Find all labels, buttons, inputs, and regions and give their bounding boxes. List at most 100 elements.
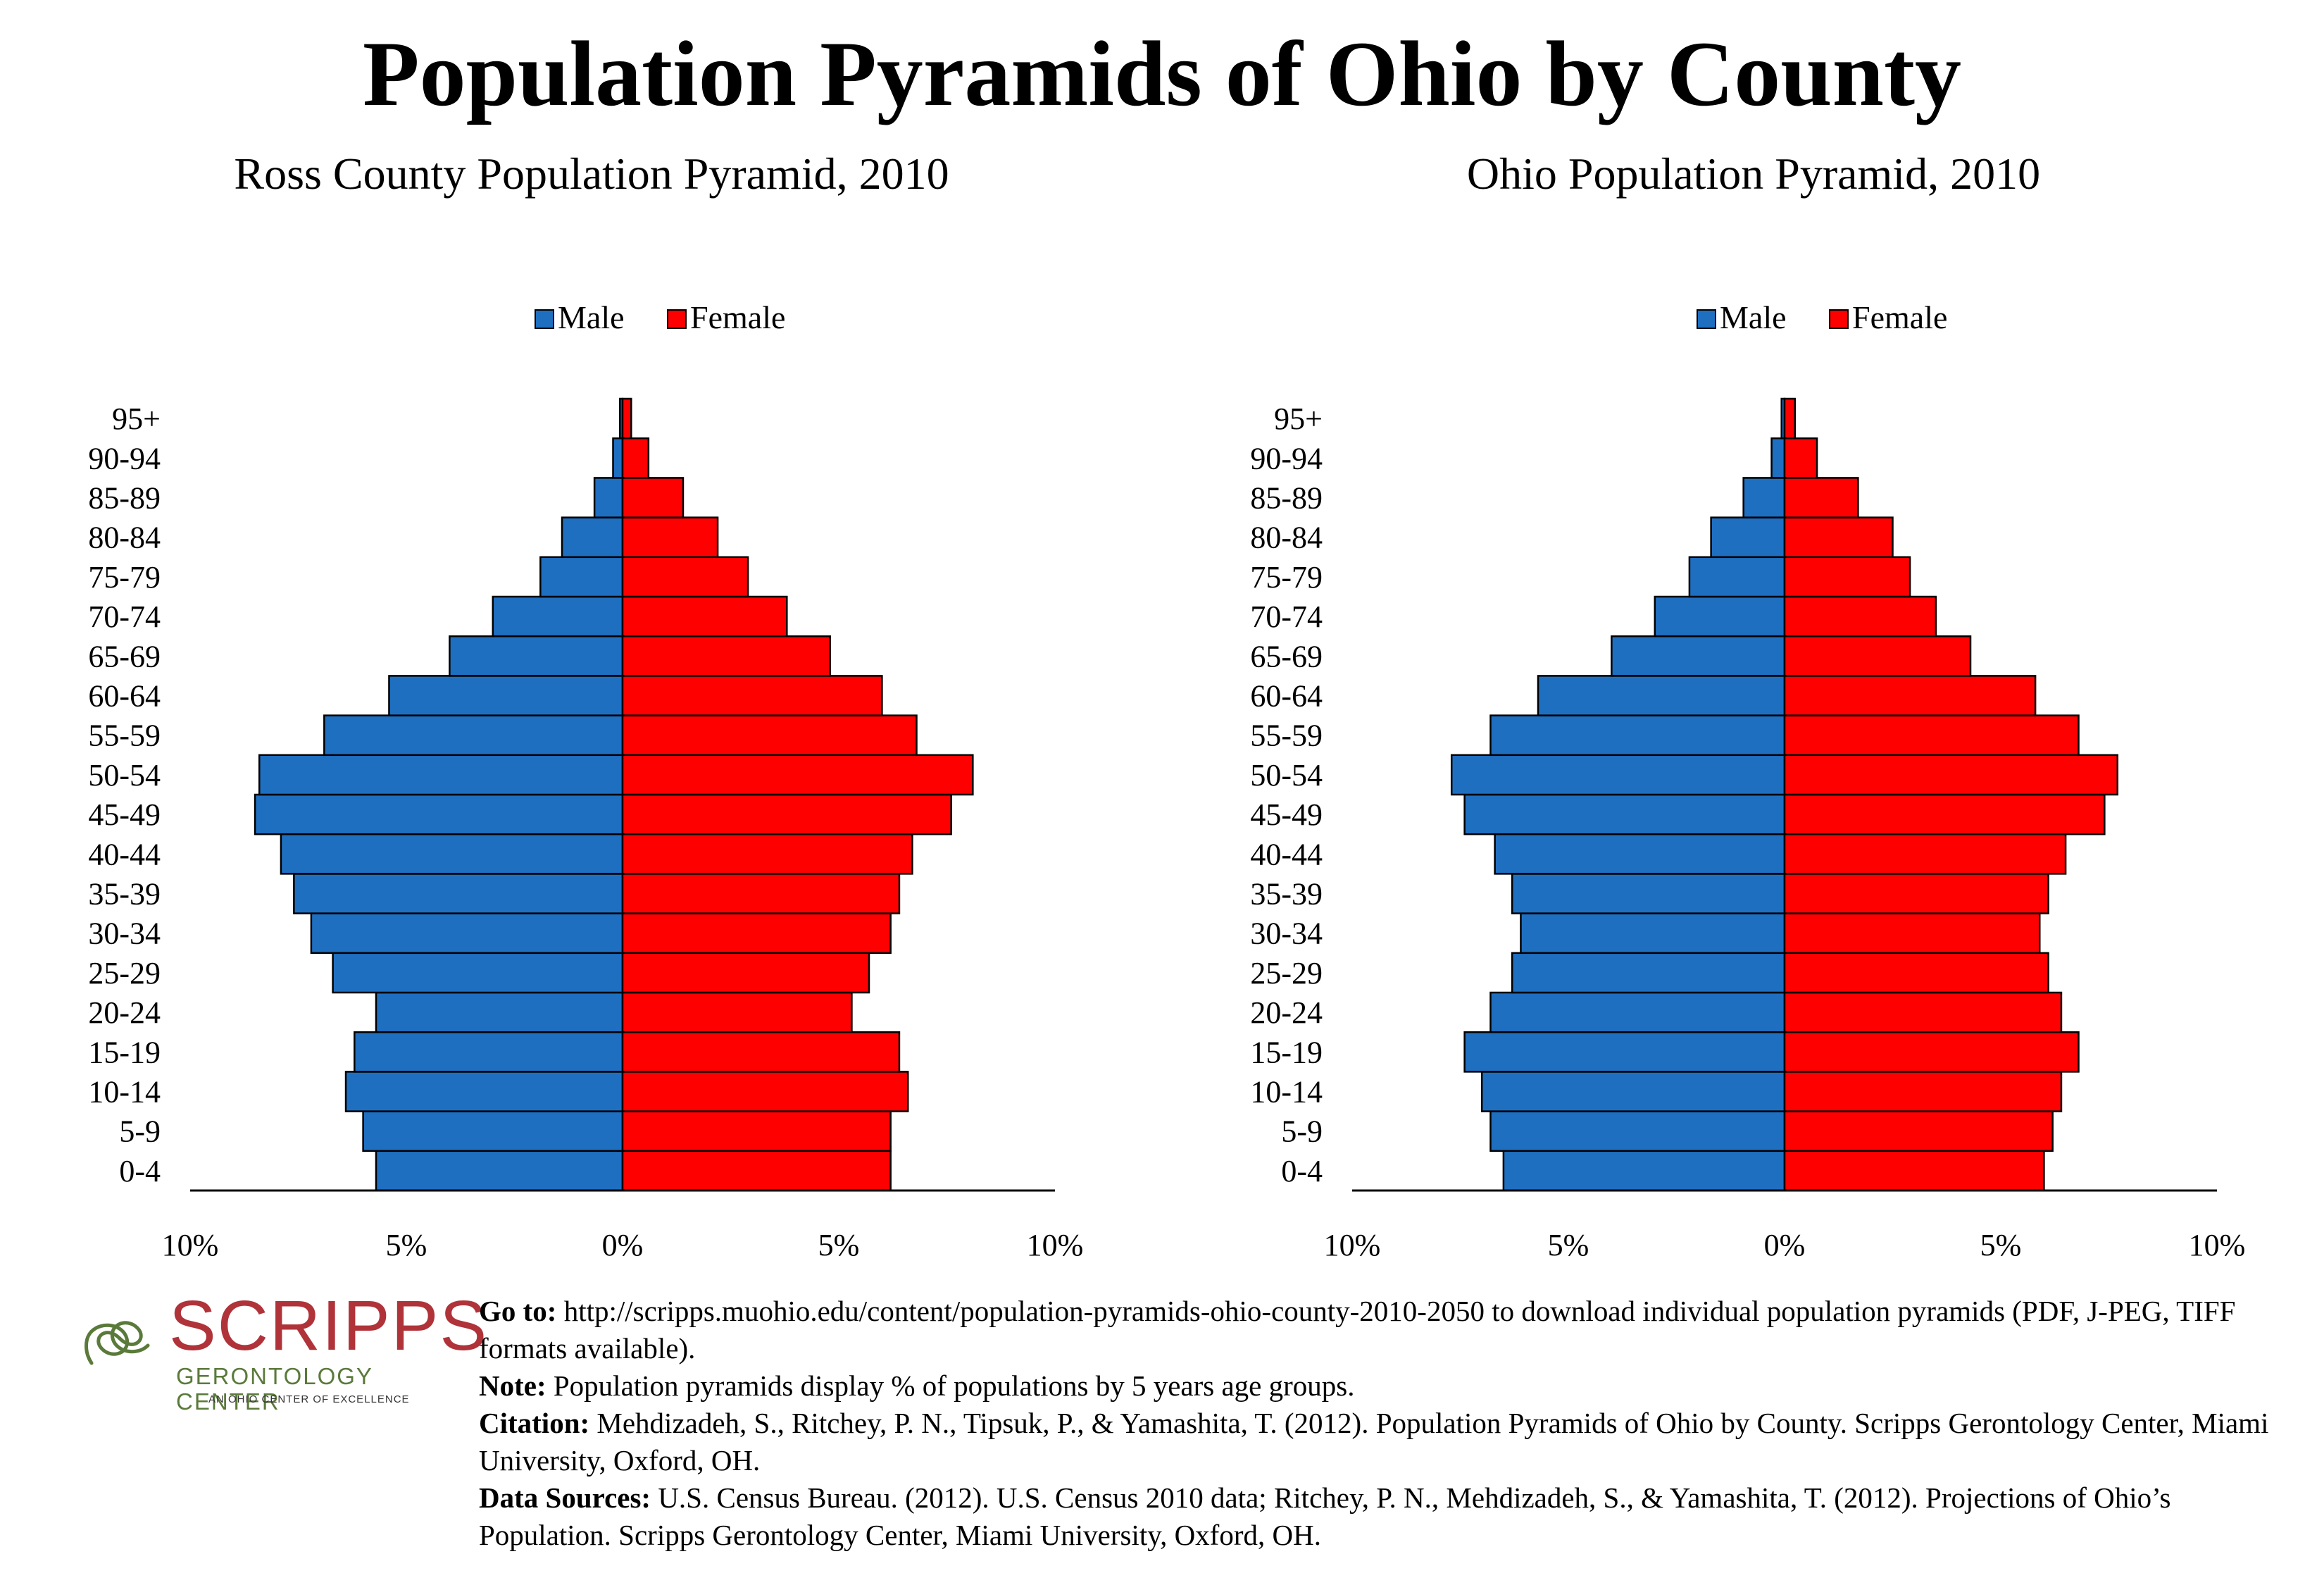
legend-male-label: Male	[1720, 299, 1787, 335]
ohio-pyramid-chart: Ohio Population Pyramid, 2010 Male Female 0…	[1250, 149, 2246, 1262]
bar-female-75-79	[1783, 556, 1911, 598]
bar-female-65-69	[621, 635, 831, 677]
age-label-85-89: 85-89	[88, 481, 161, 516]
bar-male-85-89	[1742, 477, 1786, 518]
bar-male-30-34	[310, 912, 624, 955]
age-label-70-74: 70-74	[1250, 599, 1323, 634]
logo-subtitle: GERONTOLOGY CENTER	[176, 1363, 373, 1415]
bar-female-60-64	[1783, 675, 2037, 716]
bar-male-55-59	[323, 714, 624, 757]
bar-male-90-94	[1770, 437, 1786, 479]
bar-male-75-79	[539, 556, 624, 598]
x-tick-label: 10%	[1324, 1228, 1381, 1262]
legend-male-swatch	[535, 309, 554, 329]
age-label-30-34: 30-34	[88, 916, 161, 951]
age-label-20-24: 20-24	[1250, 995, 1323, 1030]
bar-female-80-84	[621, 516, 719, 559]
age-label-90-94: 90-94	[1250, 441, 1323, 476]
legend-male: Male	[1697, 299, 1787, 335]
bar-male-65-69	[1611, 635, 1786, 677]
bar-male-50-54	[1450, 754, 1786, 796]
sources-text: U.S. Census Bureau. (2012). U.S. Census …	[479, 1481, 2171, 1551]
bar-female-10-14	[621, 1071, 909, 1112]
bar-female-50-54	[621, 754, 974, 796]
x-tick-label: 0%	[602, 1228, 644, 1262]
age-label-95+: 95+	[1274, 402, 1323, 436]
bar-male-25-29	[1511, 952, 1786, 994]
legend-male: Male	[535, 299, 625, 335]
bar-female-5-9	[621, 1110, 892, 1152]
legend-female-swatch	[667, 309, 687, 329]
bar-female-70-74	[621, 595, 788, 638]
bar-female-30-34	[1783, 912, 2041, 955]
x-tick-label: 10%	[1027, 1228, 1084, 1262]
page-title: Population Pyramids of Ohio by County	[362, 22, 1962, 125]
bar-female-70-74	[1783, 595, 1937, 638]
age-label-40-44: 40-44	[1250, 837, 1323, 871]
goto-label: Go to:	[479, 1295, 557, 1327]
bar-female-90-94	[1783, 437, 1818, 479]
goto-note: Go to: http://scripps.muohio.edu/content…	[479, 1293, 2310, 1367]
bar-female-60-64	[621, 675, 883, 716]
bar-male-0-4	[1502, 1150, 1786, 1192]
age-label-20-24: 20-24	[88, 995, 161, 1030]
age-label-5-9: 5-9	[1281, 1114, 1323, 1149]
bar-male-70-74	[492, 595, 624, 638]
bar-male-50-54	[258, 754, 624, 796]
x-tick-label: 5%	[1548, 1228, 1589, 1262]
bar-female-95+	[621, 397, 632, 440]
age-label-25-29: 25-29	[1250, 956, 1323, 990]
bar-male-20-24	[375, 991, 624, 1033]
x-tick-label: 5%	[818, 1228, 860, 1262]
bar-female-5-9	[1783, 1110, 2054, 1152]
bar-male-10-14	[1480, 1071, 1786, 1112]
population-note: Note: Population pyramids display % of p…	[479, 1367, 2310, 1405]
bar-female-20-24	[1783, 991, 2063, 1033]
legend-female-label: Female	[1852, 299, 1947, 335]
age-label-40-44: 40-44	[88, 837, 161, 871]
bar-male-80-84	[561, 516, 624, 559]
legend-male-label: Male	[558, 299, 625, 335]
bar-female-30-34	[621, 912, 892, 955]
bar-male-45-49	[254, 793, 624, 835]
bar-male-0-4	[375, 1150, 624, 1192]
legend-male-swatch	[1697, 309, 1716, 329]
citation-text: Mehdizadeh, S., Ritchey, P. N., Tipsuk, …	[479, 1407, 2269, 1477]
age-label-15-19: 15-19	[1250, 1035, 1323, 1069]
bar-male-70-74	[1654, 595, 1786, 638]
note-text: Population pyramids display % of populat…	[546, 1369, 1355, 1402]
legend-female-label: Female	[690, 299, 785, 335]
bar-female-95+	[1783, 397, 1796, 440]
bar-female-85-89	[621, 477, 685, 518]
bar-male-5-9	[1489, 1110, 1786, 1152]
x-tick-label: 10%	[2189, 1228, 2246, 1262]
sources-label: Data Sources:	[479, 1481, 651, 1514]
bar-female-10-14	[1783, 1071, 2063, 1112]
age-label-0-4: 0-4	[1281, 1154, 1323, 1188]
bar-male-55-59	[1489, 714, 1786, 757]
ross-county-pyramid-chart: Ross County Population Pyramid, 2010 Male…	[88, 149, 1084, 1262]
bar-male-20-24	[1489, 991, 1786, 1033]
notes-block: Go to: http://scripps.muohio.edu/content…	[479, 1293, 2310, 1554]
goto-text: http://scripps.muohio.edu/content/popula…	[479, 1295, 2236, 1365]
age-label-0-4: 0-4	[119, 1154, 161, 1188]
age-label-70-74: 70-74	[88, 599, 161, 634]
bar-female-50-54	[1783, 754, 2119, 796]
logo-name: SCRIPPS	[169, 1286, 489, 1365]
age-label-50-54: 50-54	[1250, 758, 1323, 792]
citation-note: Citation: Mehdizadeh, S., Ritchey, P. N.…	[479, 1405, 2310, 1479]
bar-female-20-24	[621, 991, 853, 1033]
chart-title: Ohio Population Pyramid, 2010	[1467, 149, 2040, 199]
bar-female-55-59	[621, 714, 918, 757]
age-label-95+: 95+	[112, 402, 161, 436]
age-label-25-29: 25-29	[88, 956, 161, 990]
bar-female-55-59	[1783, 714, 2080, 757]
bar-female-85-89	[1783, 477, 1859, 518]
scripps-logo: SCRIPPS GERONTOLOGY CENTER AN OHIO CENTE…	[77, 1289, 487, 1416]
age-label-45-49: 45-49	[88, 797, 161, 832]
age-label-10-14: 10-14	[1250, 1075, 1323, 1110]
bar-female-45-49	[1783, 793, 2106, 835]
bar-female-40-44	[621, 833, 913, 875]
scripps-swirl-icon	[85, 1321, 150, 1365]
bar-female-25-29	[1783, 952, 2049, 994]
